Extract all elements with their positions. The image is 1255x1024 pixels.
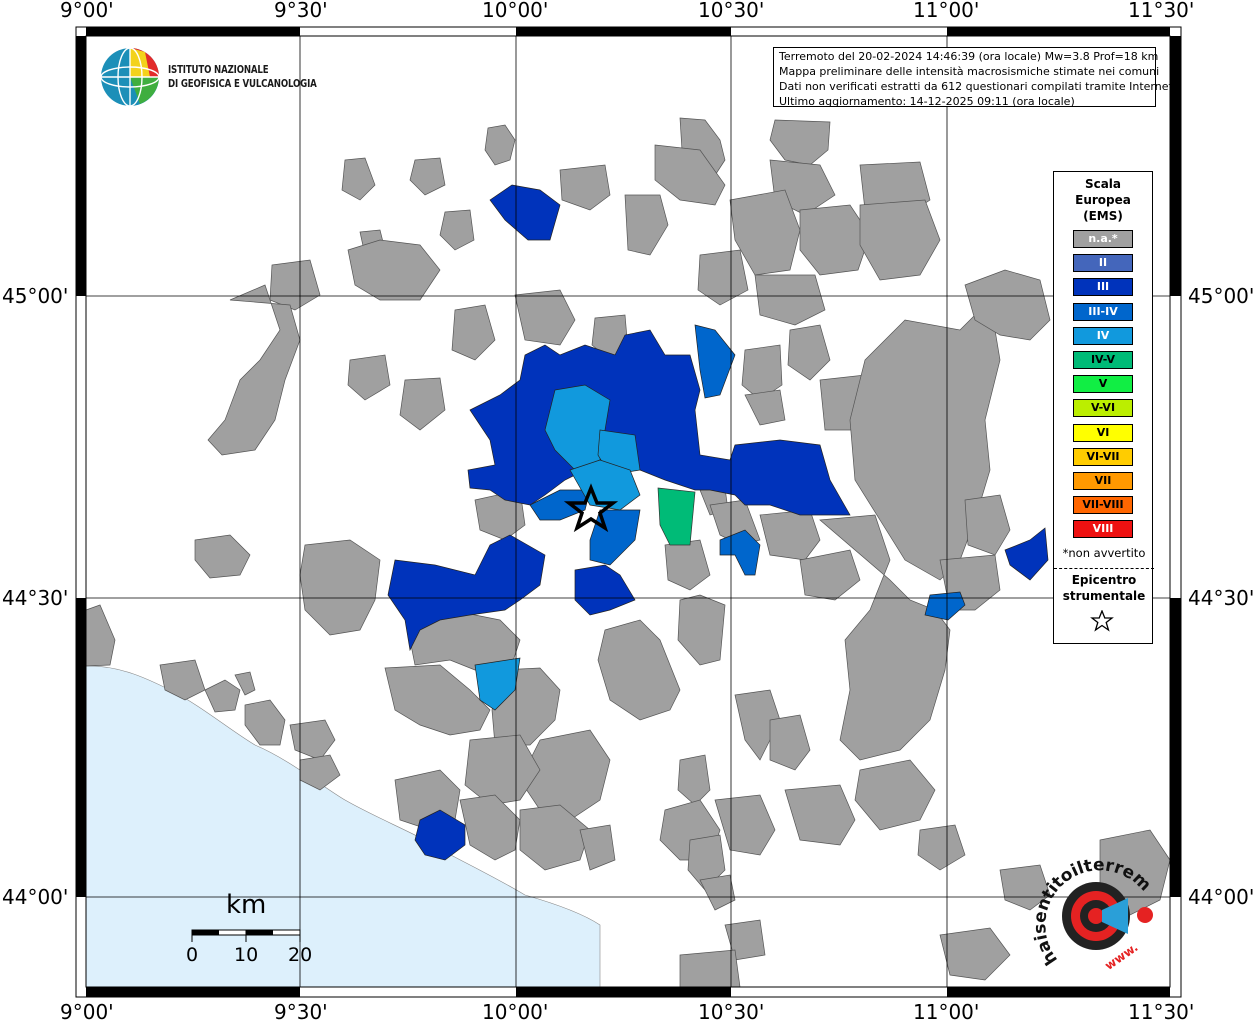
top-label-4: 10°30' [698, 0, 765, 22]
event-info-box: Terremoto del 20-02-2024 14:46:39 (ora l… [773, 47, 1177, 108]
legend-separator [1054, 568, 1154, 569]
info-line-4: Ultimo aggiornamento: 14-12-2025 09:11 (… [779, 95, 1075, 108]
municipalities-ems-iv-v [657, 487, 696, 546]
bottom-label-5: 11°00' [913, 1000, 980, 1024]
bottom-label-2: 9°30' [274, 1000, 328, 1024]
top-label-6: 11°30' [1128, 0, 1195, 22]
legend-swatch-ii: II [1073, 254, 1133, 273]
ingv-logo-text: ISTITUTO NAZIONALE DI GEOFISICA E VULCAN… [168, 63, 317, 91]
legend-swatch-vi: VI [1073, 423, 1133, 442]
logo-line-2: DI GEOFISICA E VULCANOLOGIA [168, 78, 317, 90]
legend-title-line-2: Europea [1075, 193, 1131, 207]
logo-line-1: ISTITUTO NAZIONALE [168, 64, 269, 76]
right-label-1: 45°00' [1188, 284, 1255, 308]
ems-legend: Scala Europea (EMS) n.a.* II III III-IV IV IV… [1053, 171, 1154, 644]
top-label-1: 9°00' [60, 0, 114, 22]
legend-swatch-iii: III [1073, 278, 1133, 297]
legend-swatch-iv-v: IV-V [1073, 351, 1133, 369]
legend-epicenter-label: Epicentro strumentale [1054, 572, 1154, 604]
legend-epicenter-line-2: strumentale [1062, 589, 1146, 603]
legend-swatch-v-vi: V-VI [1073, 399, 1133, 418]
ingv-logo-icon [100, 47, 160, 107]
map-frame [75, 26, 1182, 998]
scale-unit: km [226, 890, 267, 920]
municipalities-ems-iii [387, 184, 1049, 861]
info-line-1: Terremoto del 20-02-2024 14:46:39 (ora l… [779, 50, 1159, 63]
legend-swatch-vii-viii: VII-VIII [1073, 496, 1133, 515]
legend-star-icon [1090, 610, 1114, 632]
bottom-label-1: 9°00' [60, 1000, 114, 1024]
info-line-3: Dati non verificati estratti da 612 ques… [779, 80, 1177, 93]
left-label-2: 44°30' [2, 586, 69, 610]
top-label-2: 9°30' [274, 0, 328, 22]
top-label-5: 11°00' [913, 0, 980, 22]
bottom-label-6: 11°30' [1128, 1000, 1195, 1024]
scale-tick-0: 0 [186, 944, 199, 966]
legend-swatch-vi-vii: VI-VII [1073, 447, 1133, 466]
legend-swatch-v: V [1073, 375, 1133, 394]
scale-tick-10: 10 [234, 944, 259, 966]
legend-swatch-viii: VIII [1073, 520, 1133, 539]
scale-tick-20: 20 [288, 944, 313, 966]
legend-swatch-iii-iv: III-IV [1073, 302, 1133, 321]
legend-swatch-iv: IV [1073, 326, 1133, 345]
left-label-3: 44°00' [2, 885, 69, 909]
hsi-watermark-logo: haisentitoilterremoto.it www. [1030, 850, 1155, 973]
top-label-3: 10°00' [482, 0, 549, 22]
bottom-label-4: 10°30' [698, 1000, 765, 1024]
legend-swatch-vii: VII [1073, 472, 1133, 490]
right-label-2: 44°30' [1188, 586, 1255, 610]
epicenter-star-icon [563, 483, 619, 533]
municipalities-ems-iii-iv [529, 324, 966, 621]
legend-title-line-1: Scala [1084, 177, 1122, 191]
bottom-label-3: 10°00' [482, 1000, 549, 1024]
legend-na-note: *non avvertito [1062, 546, 1146, 560]
left-label-1: 45°00' [2, 284, 69, 308]
graticule [86, 36, 1170, 987]
municipalities-not-felt [85, 117, 1171, 988]
scale-bar [191, 929, 301, 942]
legend-swatch-n-a-: n.a.* [1073, 230, 1133, 248]
right-label-3: 44°00' [1188, 885, 1255, 909]
legend-title: Scala Europea (EMS) [1054, 176, 1152, 224]
info-line-2: Mappa preliminare delle intensità macros… [779, 65, 1160, 78]
municipalities-ems-iv [474, 384, 641, 711]
legend-title-line-3: (EMS) [1083, 209, 1123, 223]
legend-epicenter-line-1: Epicentro [1071, 573, 1137, 587]
